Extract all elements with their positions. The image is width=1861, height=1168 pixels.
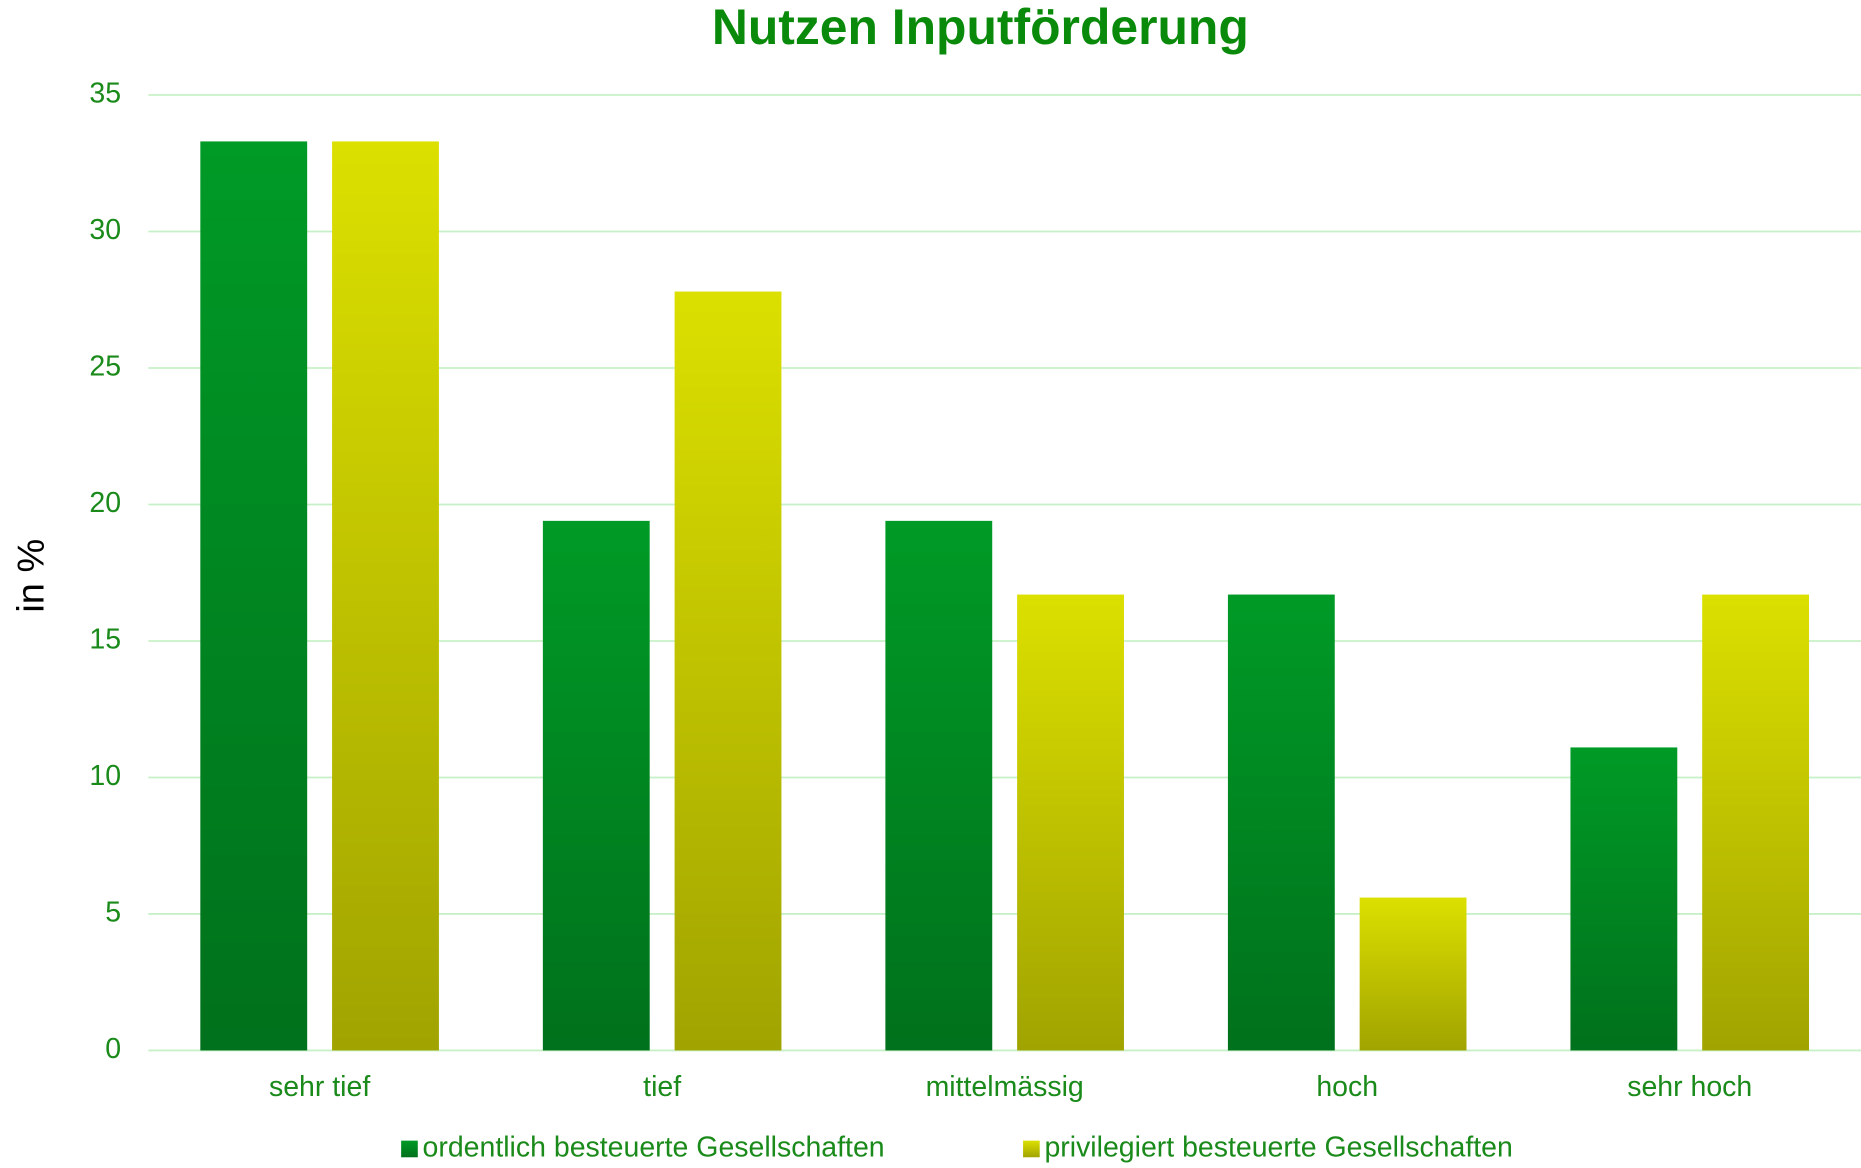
bar-shade [885,520,993,1051]
legend-label: ordentlich besteuerte Gesellschaften [423,1131,885,1163]
y-tick-label: 15 [89,623,121,655]
y-tick-label: 30 [89,214,121,246]
bar-shade [674,291,782,1051]
x-tick-label: tief [643,1071,681,1103]
x-tick-label: hoch [1316,1071,1378,1103]
bar-shade [1702,594,1810,1051]
legend-label: privilegiert besteuerte Gesellschaften [1044,1131,1512,1163]
legend-swatch-shade [1023,1140,1040,1158]
x-tick-label: mittelmässig [926,1071,1084,1103]
bar-shade [1570,747,1678,1051]
legend-swatch-shade [401,1140,418,1158]
bar-shade [1359,897,1467,1051]
x-tick-label: sehr tief [269,1071,370,1103]
y-tick-label: 20 [89,487,121,519]
y-tick-label: 25 [89,351,121,383]
bar-shade [200,141,308,1051]
x-tick-label: sehr hoch [1627,1071,1752,1103]
bar-shade [1017,594,1124,1051]
y-tick-label: 10 [89,760,121,792]
y-tick-label: 5 [105,896,121,928]
bar-shade [1227,594,1335,1051]
bar-shade [542,520,650,1051]
y-axis-label: in % [10,539,52,613]
y-tick-label: 35 [89,78,121,110]
chart-title: Nutzen Inputförderung [712,0,1249,55]
y-tick-label: 0 [105,1033,121,1065]
bar-shade [332,141,439,1051]
